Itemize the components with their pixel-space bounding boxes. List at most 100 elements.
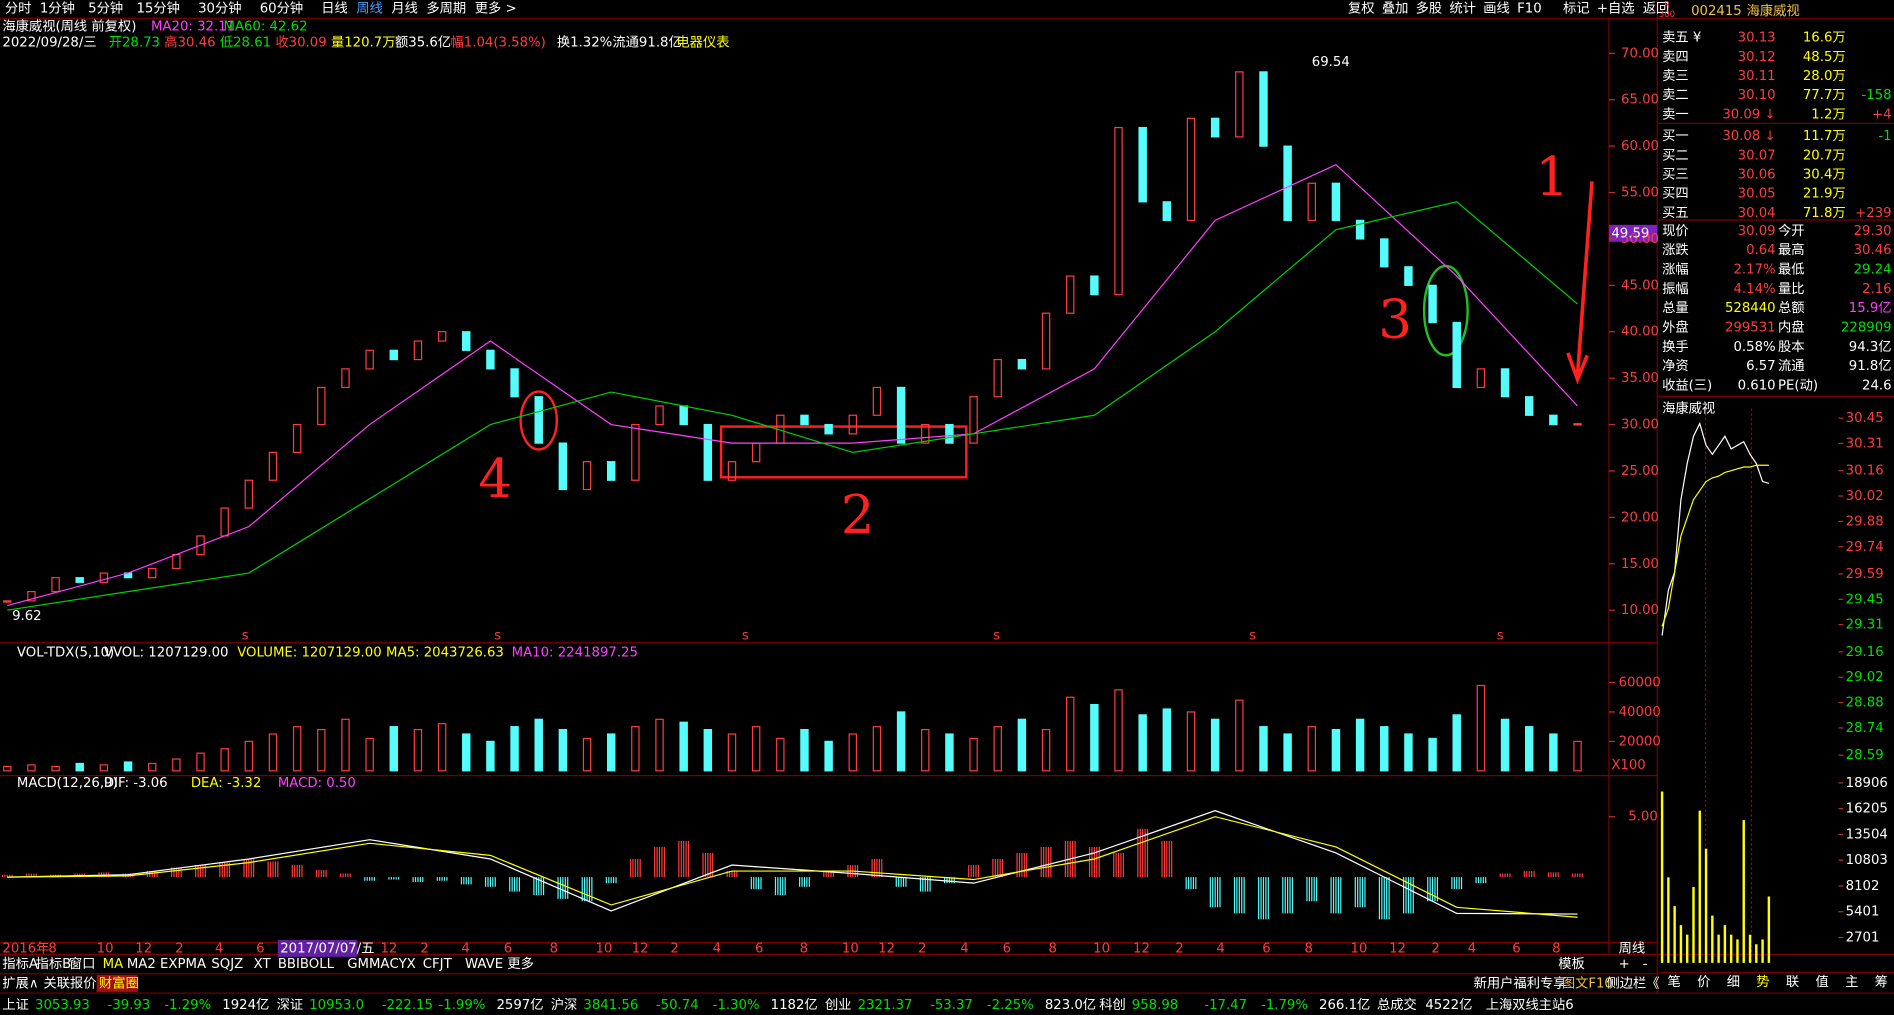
mini-tab[interactable]: 细	[1727, 974, 1740, 990]
tool-button[interactable]: 叠加	[1382, 1, 1409, 17]
x-tick-label: 10	[1350, 941, 1367, 956]
index-quote: 3053.93	[35, 998, 90, 1013]
volume-bar	[921, 729, 930, 772]
tool-button[interactable]: +自选	[1597, 1, 1635, 17]
template-tab[interactable]: +	[1619, 957, 1630, 972]
period-tab[interactable]: 15分钟	[136, 0, 179, 17]
candle	[244, 479, 254, 509]
candle	[1065, 275, 1075, 314]
indicator-tab[interactable]: EXPMA	[160, 957, 206, 972]
period-tab[interactable]: 更多 >	[475, 0, 517, 17]
period-tab[interactable]: 日线	[321, 1, 348, 17]
index-quote: 2321.37	[858, 998, 913, 1013]
index-quote: 创业	[825, 997, 852, 1013]
macd-legend: DIF: -3.06	[104, 776, 168, 791]
period-tab[interactable]: 30分钟	[198, 0, 241, 17]
period-tab[interactable]: 周线	[356, 1, 383, 17]
template-tab[interactable]: 模板	[1558, 956, 1585, 972]
period-tab[interactable]: 1分钟	[40, 0, 75, 17]
tool-button[interactable]: 复权	[1348, 0, 1375, 17]
tool-button[interactable]: 返回	[1643, 1, 1670, 17]
tool-button[interactable]: F10	[1517, 2, 1542, 17]
mini-tab[interactable]: 笔	[1668, 974, 1681, 990]
candle	[51, 577, 60, 593]
tool-button[interactable]: 标记	[1563, 1, 1590, 17]
y-tick-label: 28.74	[1846, 721, 1884, 736]
indicator-tab[interactable]: 更多	[507, 955, 534, 972]
promo-link[interactable]: 侧边栏《	[1607, 975, 1660, 991]
tool-button[interactable]: 画线	[1483, 1, 1510, 17]
indicator-tab[interactable]: 指标B	[36, 956, 72, 972]
candle	[1017, 358, 1027, 370]
indicator-tab[interactable]: SQJZ	[211, 957, 243, 972]
period-tab[interactable]: 分时	[5, 1, 32, 17]
book-label: 买二	[1662, 147, 1689, 163]
stat-value: 0.58%	[1733, 340, 1775, 355]
x-tick-label: 4	[1216, 941, 1224, 956]
volume-legend: MA5: 2043726.63	[386, 645, 504, 660]
index-quote: -1.30%	[713, 998, 760, 1013]
tool-button[interactable]: 多股	[1416, 0, 1443, 17]
stat-label: 量比	[1778, 281, 1805, 297]
ext-tab[interactable]: 关联报价	[43, 975, 96, 991]
mini-tab[interactable]: 势	[1756, 974, 1769, 990]
period-tab[interactable]: 多周期	[426, 0, 466, 17]
volume-bar	[1162, 708, 1172, 772]
x-tick-label: 8	[800, 941, 808, 956]
volume-bar	[147, 762, 157, 772]
promo-link[interactable]: 图文F10	[1562, 975, 1613, 991]
index-quote: -1.99%	[438, 998, 485, 1013]
indicator-tab[interactable]: WAVE	[465, 957, 503, 972]
y-tick-label: 70.00	[1621, 46, 1659, 61]
candle	[582, 461, 592, 491]
period-tab[interactable]: 月线	[391, 1, 418, 17]
volume-bar	[1476, 684, 1486, 772]
indicator-tab[interactable]: MA	[103, 957, 124, 972]
candle	[75, 577, 84, 583]
volume-bar	[1500, 718, 1510, 772]
volume-bar	[268, 733, 278, 772]
volume-bar	[1573, 740, 1582, 772]
volume-bar	[969, 737, 978, 772]
price-marker-bg	[1608, 224, 1658, 242]
indicator-tab[interactable]: MA2	[127, 957, 156, 972]
candle	[437, 331, 447, 342]
volume-bar	[1235, 699, 1244, 772]
mini-tab[interactable]: 筹	[1875, 973, 1888, 990]
indicator-tab[interactable]: 窗口	[69, 955, 96, 972]
ext-tab[interactable]: 财富圈	[99, 974, 139, 991]
ma20-legend: MA20: 32.11	[151, 20, 235, 35]
mini-tab[interactable]: 值	[1815, 974, 1828, 990]
stat-value: 15.9亿	[1849, 300, 1892, 316]
mini-tab[interactable]: 价	[1697, 975, 1710, 990]
indicator-tab[interactable]: CFJT	[423, 957, 453, 972]
template-tab[interactable]: -	[1643, 957, 1648, 972]
period-tab[interactable]: 5分钟	[88, 0, 123, 17]
volume-bar	[993, 726, 1002, 772]
quote-info: 开28.73	[109, 35, 160, 50]
tool-button[interactable]: 统计	[1449, 1, 1476, 17]
mini-tab[interactable]: 主	[1845, 974, 1858, 990]
ext-tab[interactable]: 扩展∧	[2, 975, 38, 991]
promo-link[interactable]: 新用户福利专享	[1474, 974, 1567, 991]
volume-bar	[1428, 737, 1437, 772]
volume-bar	[727, 733, 737, 772]
candle	[317, 386, 326, 426]
candle	[969, 396, 978, 444]
ma20-line	[7, 163, 1578, 607]
y-tick-label: 55.00	[1621, 186, 1659, 201]
mini-tab[interactable]: 联	[1786, 974, 1799, 990]
indicator-tab[interactable]: CYX	[390, 957, 416, 972]
indicator-tab[interactable]: BBIBOLL	[278, 957, 335, 972]
indicator-tab[interactable]: 指标A	[2, 956, 38, 972]
indicator-tab[interactable]: XT	[254, 957, 272, 972]
indicator-tab[interactable]: GMMA	[347, 957, 389, 972]
candle	[751, 442, 761, 463]
period-tab[interactable]: 60分钟	[260, 0, 303, 17]
candle	[1573, 423, 1582, 426]
candle	[848, 414, 858, 435]
candle	[1259, 71, 1268, 147]
candle	[268, 451, 278, 481]
x-tick-label: 6	[755, 941, 763, 956]
volume-bar	[679, 721, 688, 772]
